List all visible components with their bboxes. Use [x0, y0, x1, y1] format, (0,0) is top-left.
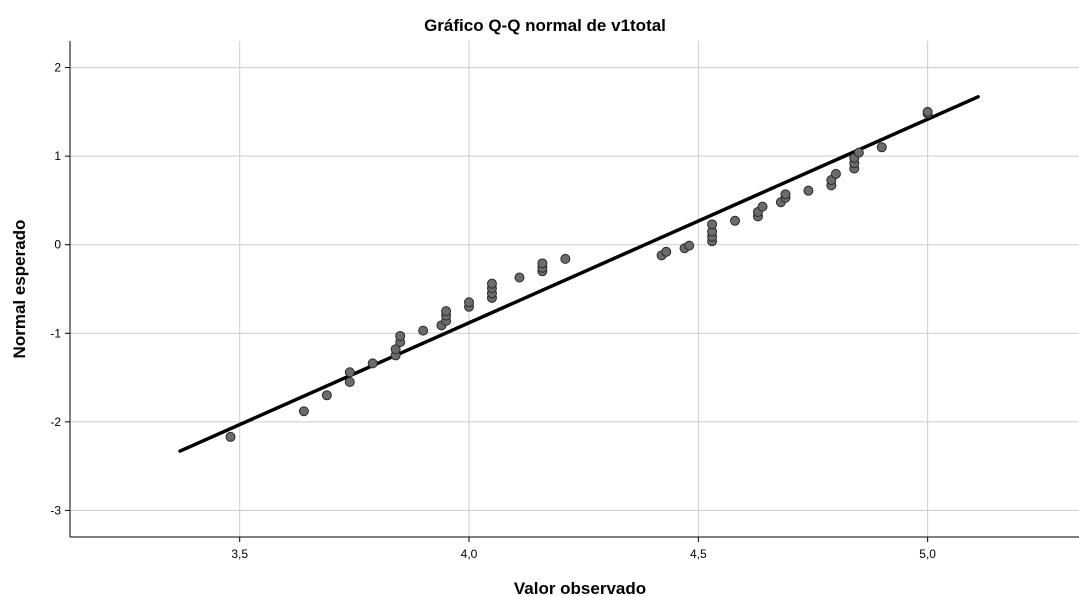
data-point [344, 377, 355, 387]
data-point [661, 246, 672, 257]
axes [65, 41, 1079, 542]
x-tick-label: 3,5 [231, 547, 248, 561]
reference-line-group [178, 95, 980, 453]
y-tick-label: -1 [50, 326, 61, 340]
data-point [730, 215, 741, 226]
data-point [395, 330, 406, 341]
data-point [876, 142, 887, 153]
y-tick-labels: -3 -2 -1 0 1 2 [50, 61, 61, 518]
data-point [514, 272, 525, 283]
data-point [757, 201, 768, 212]
data-point [321, 390, 332, 401]
data-point [560, 253, 571, 264]
reference-line [178, 95, 980, 453]
y-tick-label: -2 [50, 415, 61, 429]
y-tick-label: -3 [50, 503, 61, 517]
data-point [225, 431, 236, 442]
y-tick-label: 1 [54, 149, 61, 163]
data-point [830, 168, 841, 179]
data-point [684, 240, 695, 251]
data-point [344, 367, 355, 378]
y-axis-label: Normal esperado [10, 220, 29, 359]
data-point [418, 325, 429, 336]
data-point [922, 106, 933, 117]
data-point [441, 306, 452, 317]
data-point [537, 258, 548, 269]
data-point [464, 297, 475, 308]
x-tick-label: 4,5 [690, 547, 707, 561]
data-point [486, 278, 497, 289]
data-point [707, 219, 718, 230]
x-tick-label: 5,0 [919, 547, 936, 561]
y-tick-label: 0 [54, 238, 61, 252]
data-point [853, 147, 864, 158]
grid [70, 41, 1079, 537]
data-point [367, 358, 378, 369]
y-tick-label: 2 [54, 61, 61, 75]
x-tick-label: 4,0 [461, 547, 478, 561]
chart-title: Gráfico Q-Q normal de v1total [424, 16, 666, 35]
x-axis-label: Valor observado [514, 579, 646, 596]
data-point [298, 406, 309, 417]
data-point [803, 185, 814, 196]
x-tick-labels: 3,5 4,0 4,5 5,0 [231, 547, 936, 561]
data-point [390, 344, 401, 355]
data-point [780, 189, 791, 200]
data-points [225, 106, 933, 442]
